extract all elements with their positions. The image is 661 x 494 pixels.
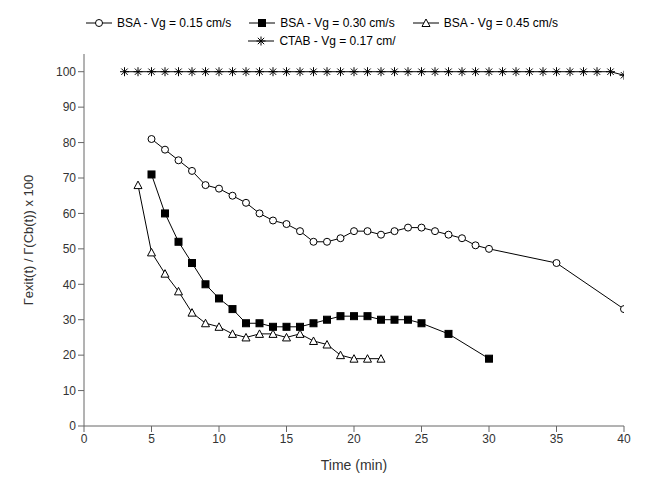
svg-text:50: 50 bbox=[63, 242, 77, 256]
svg-text:5: 5 bbox=[148, 432, 155, 446]
svg-text:0: 0 bbox=[81, 432, 88, 446]
html-text:BSA - Vg = 0.30 cm/s: BSA - Vg = 0.30 cm/s bbox=[280, 16, 395, 30]
svg-text:30: 30 bbox=[482, 432, 496, 446]
svg-text:0: 0 bbox=[69, 419, 76, 433]
svg-text:40: 40 bbox=[63, 278, 77, 292]
svg-text:20: 20 bbox=[63, 348, 77, 362]
svg-text:100: 100 bbox=[56, 65, 76, 79]
svg-text:70: 70 bbox=[63, 171, 77, 185]
svg-text:40: 40 bbox=[617, 432, 631, 446]
html-text:BSA - Vg = 0.15 cm/s: BSA - Vg = 0.15 cm/s bbox=[116, 16, 232, 30]
html-text:CTAB - Vg = 0.17 cm/: CTAB - Vg = 0.17 cm/ bbox=[279, 34, 396, 48]
svg-text:15: 15 bbox=[280, 432, 294, 446]
svg-text:Γexit(t) / Γ(Cb(t)) x 100: Γexit(t) / Γ(Cb(t)) x 100 bbox=[21, 175, 36, 306]
svg-text:Time (min): Time (min) bbox=[321, 457, 387, 473]
svg-text:10: 10 bbox=[212, 432, 226, 446]
svg-text:20: 20 bbox=[347, 432, 361, 446]
svg-text:90: 90 bbox=[63, 100, 77, 114]
svg-text:30: 30 bbox=[63, 313, 77, 327]
svg-text:60: 60 bbox=[63, 207, 77, 221]
svg-text:10: 10 bbox=[63, 384, 77, 398]
html-text:BSA - Vg = 0.45 cm/s: BSA - Vg = 0.45 cm/s bbox=[443, 16, 559, 30]
svg-text:80: 80 bbox=[63, 136, 77, 150]
svg-text:35: 35 bbox=[550, 432, 564, 446]
svg-text:25: 25 bbox=[415, 432, 429, 446]
